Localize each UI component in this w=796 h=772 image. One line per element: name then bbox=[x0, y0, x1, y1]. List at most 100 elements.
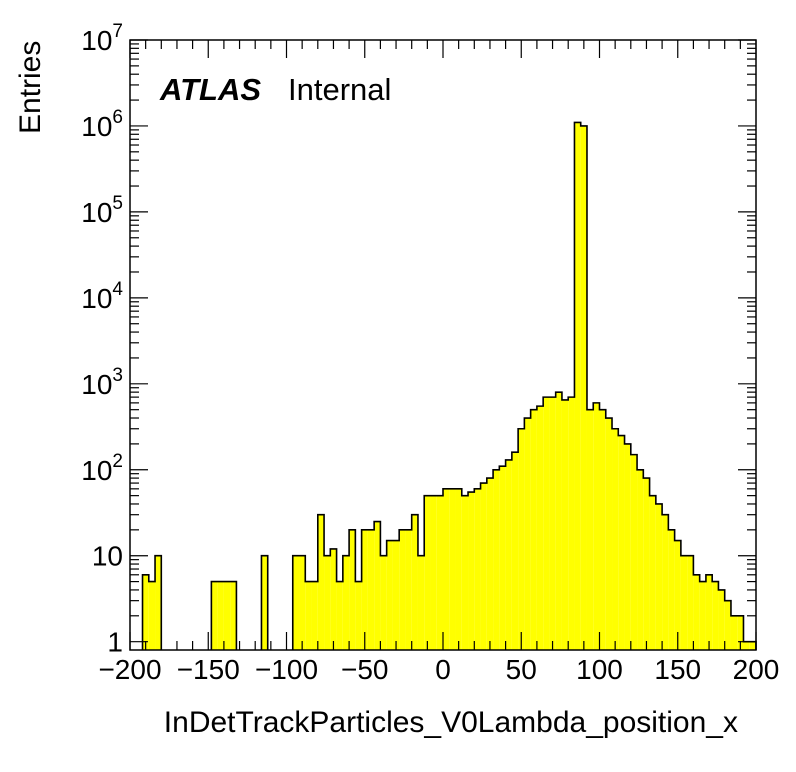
y-axis-label: Entries bbox=[14, 41, 47, 134]
y-tick-label: 102 bbox=[81, 451, 123, 486]
histogram-bar bbox=[674, 540, 681, 650]
histogram-bar bbox=[361, 529, 368, 650]
histogram-bar bbox=[536, 406, 544, 650]
histogram-bar bbox=[718, 589, 725, 650]
histogram-bar bbox=[599, 409, 606, 650]
histogram-bar bbox=[292, 555, 300, 650]
histogram-bar bbox=[261, 555, 268, 650]
histogram-bar bbox=[680, 555, 688, 650]
histogram-bar bbox=[630, 454, 638, 650]
histogram-bar bbox=[148, 581, 156, 650]
x-tick-label: 0 bbox=[435, 654, 451, 685]
histogram-bar bbox=[417, 555, 425, 650]
histogram-bar bbox=[349, 529, 356, 650]
histogram-bar bbox=[586, 409, 594, 650]
histogram-bar bbox=[380, 555, 387, 650]
histogram-bar bbox=[705, 574, 713, 650]
y-tick-label: 1 bbox=[107, 627, 123, 658]
histogram-bar bbox=[155, 555, 162, 650]
histogram-bar bbox=[624, 443, 631, 650]
histogram-bar bbox=[474, 488, 481, 650]
histogram-bar bbox=[486, 478, 494, 650]
histogram-bar bbox=[305, 581, 312, 650]
histogram-bar bbox=[580, 125, 587, 651]
histogram-bar bbox=[299, 555, 306, 650]
histogram-bar bbox=[217, 581, 224, 650]
histogram-bar bbox=[336, 581, 343, 650]
histogram-bar bbox=[330, 548, 337, 650]
histogram-bar bbox=[749, 641, 756, 650]
x-tick-label: 50 bbox=[506, 654, 537, 685]
x-tick-label: −200 bbox=[98, 654, 161, 685]
x-tick-label: −150 bbox=[177, 654, 240, 685]
histogram-bar bbox=[730, 615, 738, 650]
histogram-bar bbox=[211, 581, 218, 650]
histogram-bar bbox=[687, 555, 694, 650]
histogram-bar bbox=[142, 574, 149, 650]
histogram-bar bbox=[493, 469, 500, 650]
histogram-bar bbox=[712, 581, 719, 650]
histogram-bar bbox=[455, 488, 462, 650]
x-tick-label: 100 bbox=[576, 654, 623, 685]
histogram-bar bbox=[367, 529, 375, 650]
x-tick-label: −100 bbox=[255, 654, 318, 685]
histogram-bar bbox=[468, 492, 475, 650]
y-tick-labels: 1 10 102 103 104 105 106 107 bbox=[81, 21, 123, 658]
histogram-bar bbox=[618, 435, 625, 650]
y-tick-label: 106 bbox=[81, 107, 123, 142]
histogram-bar bbox=[530, 409, 537, 650]
histogram-bar bbox=[561, 399, 569, 650]
histogram-bar bbox=[449, 488, 456, 650]
histogram-bar bbox=[443, 488, 450, 650]
x-tick-label: −50 bbox=[341, 654, 389, 685]
histogram-bar bbox=[374, 521, 381, 650]
histogram-outline bbox=[141, 121, 757, 650]
x-tick-labels: −200 −150 −100 −50 0 50 100 150 200 bbox=[98, 654, 779, 685]
histogram-bar bbox=[724, 600, 731, 650]
histogram-bars bbox=[141, 121, 757, 651]
histogram-bar bbox=[311, 581, 318, 650]
histogram-bar bbox=[549, 397, 556, 650]
histogram-bar bbox=[505, 459, 512, 650]
histogram-bar bbox=[461, 495, 469, 650]
histogram-bar bbox=[424, 495, 431, 650]
y-tick-label: 107 bbox=[81, 21, 123, 56]
histogram-bar bbox=[317, 514, 325, 650]
x-axis-label: InDetTrackParticles_V0Lambda_position_x bbox=[164, 706, 738, 739]
histogram-bar bbox=[737, 615, 744, 650]
histogram-bar bbox=[668, 529, 675, 650]
histogram-bar bbox=[230, 581, 237, 650]
histogram-bar bbox=[543, 397, 550, 650]
histogram-bar bbox=[612, 428, 619, 650]
histogram-bar bbox=[605, 418, 613, 650]
histogram-bar bbox=[511, 452, 519, 650]
histogram-bar bbox=[480, 483, 487, 650]
histogram-bar bbox=[405, 529, 412, 650]
histogram-bar bbox=[392, 540, 400, 650]
x-tick-label: 200 bbox=[733, 654, 780, 685]
histogram-bar bbox=[574, 122, 581, 650]
histogram-bar bbox=[355, 581, 362, 650]
histogram-bar bbox=[399, 529, 406, 650]
histogram-bar bbox=[655, 503, 663, 650]
tick-marks bbox=[129, 39, 757, 650]
histogram-bar bbox=[699, 581, 706, 650]
histogram-bar bbox=[223, 581, 231, 650]
histogram-bar bbox=[324, 555, 331, 650]
histogram-bar bbox=[430, 495, 437, 650]
x-tick-label: 150 bbox=[654, 654, 701, 685]
y-tick-label: 10 bbox=[92, 541, 123, 572]
histogram-bar bbox=[518, 428, 525, 650]
histogram-bar bbox=[386, 540, 393, 650]
histogram-bar bbox=[499, 466, 506, 650]
atlas-label: ATLAS bbox=[159, 72, 261, 107]
histogram-bar bbox=[637, 469, 644, 650]
histogram-bar bbox=[643, 478, 650, 650]
y-tick-label: 105 bbox=[81, 193, 123, 228]
histogram-bar bbox=[649, 495, 656, 650]
histogram-bar bbox=[524, 418, 531, 650]
internal-label: Internal bbox=[288, 72, 391, 107]
histogram-bar bbox=[662, 514, 669, 650]
histogram-bar bbox=[411, 514, 418, 650]
